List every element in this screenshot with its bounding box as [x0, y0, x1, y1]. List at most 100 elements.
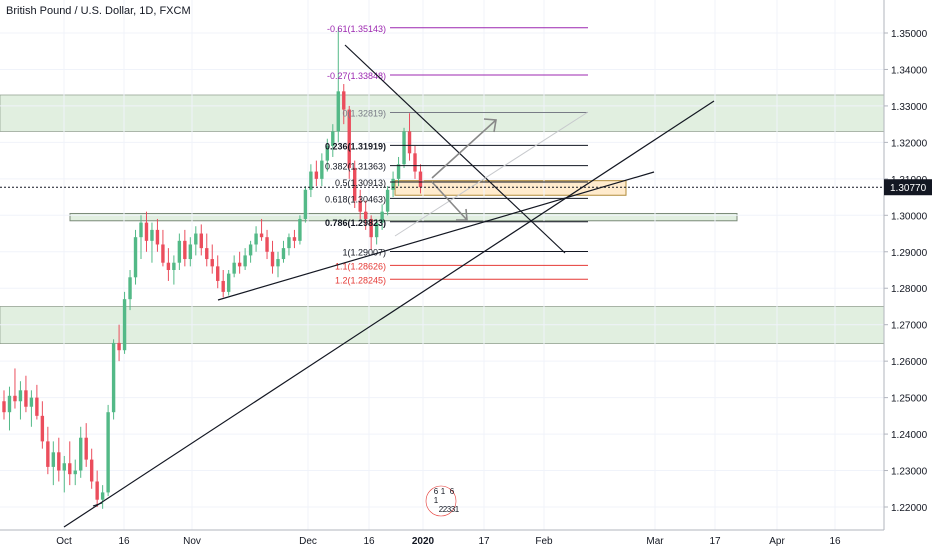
candle-body — [40, 415, 45, 442]
x-tick-label: Mar — [646, 536, 664, 547]
candle-body — [237, 262, 242, 267]
x-tick-label: Apr — [769, 536, 785, 547]
candle-body — [183, 240, 187, 260]
x-tick-label: 16 — [118, 536, 130, 547]
rising-trendline — [63, 100, 715, 528]
current-price-tag — [884, 179, 932, 196]
candle-body — [111, 342, 116, 413]
fib-label: -0.27(1.33848) — [327, 71, 386, 81]
candle-body — [336, 91, 340, 132]
fib-label: 0.786(1.29823) — [325, 218, 386, 228]
zones-layer — [0, 94, 885, 344]
x-tick-label: Dec — [299, 536, 317, 547]
candle-body — [380, 211, 384, 223]
x-tick-label: 17 — [709, 536, 721, 547]
fib-label: 1.2(1.28245) — [335, 275, 386, 285]
candle-body — [172, 262, 176, 270]
candle-body — [117, 342, 121, 351]
candle-body — [402, 131, 406, 165]
candle-body — [309, 171, 313, 190]
candle-body — [347, 109, 351, 168]
candle-body — [298, 218, 302, 241]
fib-label: 0.5(1.30913) — [335, 178, 386, 188]
projection-line — [394, 111, 589, 237]
candle-body — [385, 189, 390, 212]
current-price-label: 1.30770 — [890, 183, 927, 194]
candle-body — [353, 167, 357, 201]
candle-body — [89, 459, 94, 482]
candle-body — [243, 255, 247, 267]
fib-label: -0.61(1.35143) — [327, 24, 386, 34]
y-tick-label: 1.24000 — [891, 430, 928, 441]
arrow-down-head — [456, 208, 468, 221]
candles-layer — [2, 27, 423, 509]
event-marker: 2 — [439, 505, 444, 514]
event-marker: 1 — [455, 505, 460, 514]
candle-body — [199, 233, 203, 249]
candle-body — [363, 211, 368, 219]
event-marker: 1 — [434, 496, 439, 505]
candle-body — [150, 229, 154, 241]
x-tick-label: Feb — [535, 536, 553, 547]
candle-body — [270, 251, 275, 267]
candle-body — [281, 248, 286, 260]
trendline-stub — [92, 502, 103, 507]
candle-body — [95, 481, 99, 500]
candle-body — [18, 390, 23, 402]
candle-body — [413, 153, 417, 172]
candle-body — [35, 397, 39, 416]
candle-body — [216, 266, 220, 281]
candle-body — [276, 259, 280, 267]
y-tick-label: 1.29000 — [891, 248, 928, 259]
fib-label: 0.236(1.31919) — [325, 141, 386, 151]
candle-body — [46, 441, 50, 467]
event-marker: 3 — [451, 505, 456, 514]
zone-green — [0, 94, 885, 132]
candle-body — [155, 229, 160, 245]
y-tick-label: 1.23000 — [891, 467, 928, 478]
event-marker: 6 — [450, 487, 455, 496]
y-tick-label: 1.28000 — [891, 284, 928, 295]
y-tick-label: 1.32000 — [891, 138, 928, 149]
y-tick-label: 1.34000 — [891, 65, 928, 76]
candle-body — [205, 248, 209, 260]
candle-body — [122, 299, 127, 351]
candle-body — [210, 259, 214, 267]
fib-layer: -0.61(1.35143) -0.27(1.33848) 0(1.32819) 0.… — [325, 24, 588, 285]
candle-body — [320, 160, 324, 179]
y-tick-label: 1.22000 — [891, 503, 928, 514]
candle-body — [128, 277, 132, 300]
y-tick-label: 1.26000 — [891, 357, 928, 368]
candle-body — [396, 164, 401, 179]
arrow-up-head — [483, 118, 497, 133]
candle-body — [226, 273, 231, 292]
candle-body — [194, 233, 198, 245]
candle-body — [177, 240, 182, 263]
candle-body — [68, 463, 72, 475]
candle-body — [292, 237, 297, 241]
support-trendline — [217, 171, 655, 301]
candle-body — [24, 390, 28, 407]
candle-body — [232, 262, 236, 274]
candle-body — [314, 171, 319, 179]
candle-body — [51, 452, 56, 467]
fib-label: 1.1(1.28626) — [335, 261, 386, 271]
y-tick-label: 1.25000 — [891, 394, 928, 405]
arrow-up-shaft — [431, 119, 497, 179]
candle-body — [29, 397, 34, 407]
candle-body — [144, 222, 149, 241]
x-tick-label: 16 — [363, 536, 375, 547]
event-marker: 1 — [441, 487, 446, 496]
candle-body — [62, 463, 66, 471]
candle-body — [265, 237, 269, 252]
candle-body — [342, 91, 346, 110]
fib-label: 1(1.29007) — [342, 248, 386, 258]
candle-body — [84, 437, 88, 460]
x-tick-label: 16 — [829, 536, 841, 547]
y-tick-label: 1.33000 — [891, 102, 928, 113]
arrow-down-shaft — [431, 181, 468, 221]
zone-green — [69, 212, 738, 222]
